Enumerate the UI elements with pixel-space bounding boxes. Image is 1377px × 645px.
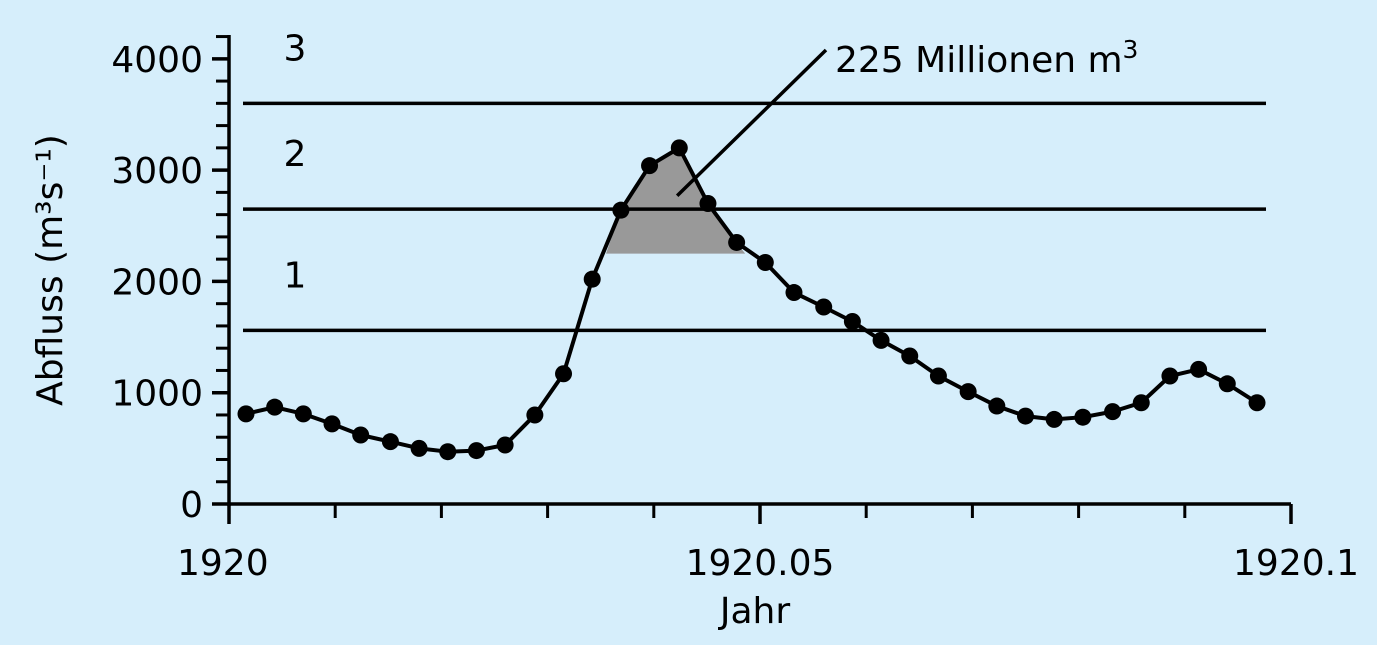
data-point [381,433,399,451]
data-point [526,406,544,424]
data-point [439,443,457,461]
shaded-volume-area [606,147,746,254]
threshold-label-2: 2 [284,134,307,175]
data-point [785,284,803,302]
data-point [555,365,573,383]
data-point [959,383,977,401]
threshold-lines [243,101,1266,333]
x-axis-ticks: 1920 1920.05 1920.1 [177,504,1359,584]
discharge-series-points [237,139,1266,461]
data-point [352,426,370,444]
data-point [1074,408,1092,426]
data-point [266,398,284,416]
data-point [467,442,485,460]
x-axis-label: Jahr [718,591,790,632]
threshold-label-1: 1 [284,255,307,296]
data-point [670,139,688,157]
data-point [815,298,833,316]
data-point [1218,375,1236,393]
data-point [323,415,341,433]
y-axis-label: Abfluss (m³s⁻¹) [30,134,71,406]
data-point [1045,410,1063,428]
data-point [612,201,630,219]
data-point [756,253,774,271]
threshold-labels: 1 2 3 [284,28,307,296]
x-tick-label: 1920 [177,543,269,584]
data-point [901,347,919,365]
x-tick-label: 1920.05 [686,543,835,584]
y-tick-label: 4000 [111,40,203,81]
data-point [1104,403,1122,421]
y-axis-ticks: 0 1000 2000 3000 4000 [111,35,229,526]
data-point [728,233,746,251]
data-point [1017,407,1034,425]
y-tick-label: 3000 [111,151,203,192]
data-point [237,405,255,423]
data-point [872,331,890,349]
data-point [1161,367,1179,385]
y-tick-label: 0 [180,485,203,526]
data-point [988,397,1006,415]
x-tick-label: 1920.1 [1233,543,1359,584]
y-tick-label: 2000 [111,262,203,303]
data-point [641,157,659,175]
data-point [699,195,717,213]
data-point [929,367,947,385]
data-point [843,312,861,330]
data-point [410,439,428,457]
y-tick-label: 1000 [111,374,203,415]
data-point [1132,394,1150,412]
annotation-leader-line [675,48,828,197]
data-point [583,270,601,288]
annotation-text: 225 Millionen m3 [835,35,1138,81]
data-point [294,405,312,423]
data-point [1248,394,1266,412]
threshold-label-3: 3 [284,28,307,69]
data-point [496,436,514,454]
data-point [1190,360,1208,378]
